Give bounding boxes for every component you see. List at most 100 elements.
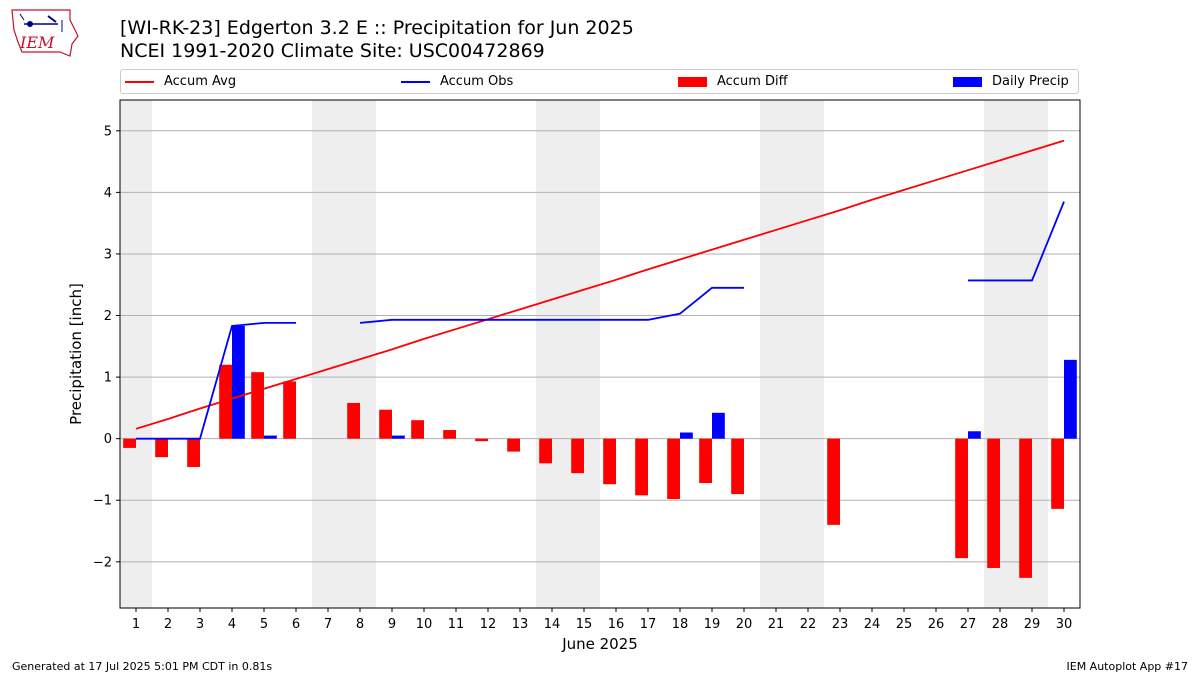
daily-precip-bar-4	[232, 325, 245, 439]
x-tick-label-25: 25	[896, 617, 913, 632]
accum-diff-bar-1	[123, 438, 136, 448]
x-tick-label-2: 2	[164, 617, 172, 632]
x-axis-label: June 2025	[561, 635, 638, 653]
daily-precip-bar-27	[968, 431, 981, 439]
legend-swatch-accum-obs	[401, 80, 430, 83]
legend-swatch-accum-avg	[125, 80, 154, 83]
weekend-shade-1	[312, 100, 376, 608]
y-tick-label-2: 2	[104, 309, 112, 324]
iem-logo: IEM	[11, 9, 79, 57]
x-tick-label-24: 24	[864, 617, 881, 632]
accum-diff-bar-27	[955, 438, 968, 559]
x-tick-label-30: 30	[1056, 617, 1073, 632]
accum-diff-bar-16	[603, 438, 616, 485]
y-axis-label: Precipitation [inch]	[67, 283, 85, 425]
weekend-shade-3	[760, 100, 824, 608]
legend-label-accum-diff: Accum Diff	[717, 74, 788, 89]
x-tick-label-16: 16	[608, 617, 625, 632]
accum-diff-bar-13	[507, 438, 520, 452]
accum-diff-bar-14	[539, 438, 552, 464]
x-tick-label-26: 26	[928, 617, 945, 632]
y-tick-label--1: −1	[93, 494, 112, 509]
x-tick-label-21: 21	[768, 617, 785, 632]
chart-title: [WI-RK-23] Edgerton 3.2 E :: Precipitati…	[120, 17, 634, 39]
x-tick-label-29: 29	[1024, 617, 1041, 632]
legend-item-accum-avg: Accum Avg	[125, 70, 236, 93]
accum-diff-bar-30	[1051, 438, 1064, 509]
x-tick-label-17: 17	[640, 617, 657, 632]
y-tick-label-3: 3	[104, 247, 112, 262]
accum-diff-bar-9	[379, 409, 392, 439]
legend-item-accum-obs: Accum Obs	[401, 70, 513, 93]
x-tick-label-6: 6	[292, 617, 300, 632]
accum-diff-bar-17	[635, 438, 648, 496]
legend-swatch-daily-precip	[953, 76, 982, 87]
x-tick-label-4: 4	[228, 617, 236, 632]
x-tick-label-15: 15	[576, 617, 593, 632]
y-tick-label-4: 4	[104, 186, 112, 201]
accum-diff-bar-20	[731, 438, 744, 495]
legend-swatch-accum-diff	[678, 76, 707, 87]
x-tick-label-18: 18	[672, 617, 689, 632]
generated-timestamp: Generated at 17 Jul 2025 5:01 PM CDT in …	[12, 660, 273, 673]
accum-diff-bar-11	[443, 430, 456, 439]
weekend-shade-0	[120, 100, 152, 608]
legend-label-daily-precip: Daily Precip	[992, 74, 1069, 89]
x-tick-label-10: 10	[416, 617, 433, 632]
accum-diff-bar-19	[699, 438, 712, 484]
x-tick-label-23: 23	[832, 617, 849, 632]
x-tick-label-13: 13	[512, 617, 529, 632]
legend-label-accum-obs: Accum Obs	[440, 74, 514, 89]
daily-precip-bar-9	[392, 435, 405, 439]
accum-diff-bar-10	[411, 420, 424, 439]
accum-avg-line-segment-0	[135, 139, 1065, 430]
accum-obs-line-segment-0	[136, 322, 296, 440]
accum-diff-bar-8	[347, 402, 360, 439]
daily-precip-bar-19	[712, 412, 725, 439]
weather-station-icon	[19, 13, 63, 32]
accum-obs-line-segment-1	[359, 286, 744, 324]
app-label: IEM Autoplot App #17	[1066, 660, 1189, 673]
accum-diff-bar-28	[987, 438, 1000, 568]
y-tick-label-5: 5	[104, 124, 112, 139]
accum-diff-bar-3	[187, 438, 200, 467]
weekend-shade-2	[536, 100, 600, 608]
chart-subtitle: NCEI 1991-2020 Climate Site: USC00472869	[120, 40, 545, 62]
legend-label-accum-avg: Accum Avg	[164, 74, 237, 89]
x-tick-label-11: 11	[448, 617, 465, 632]
x-tick-label-1: 1	[132, 617, 140, 632]
x-tick-label-19: 19	[704, 617, 721, 632]
chart-legend: Accum Avg Accum Obs Accum Diff Daily Pre…	[120, 69, 1079, 94]
x-tick-label-12: 12	[480, 617, 497, 632]
x-tick-label-9: 9	[388, 617, 396, 632]
accum-diff-bar-4	[219, 364, 232, 439]
y-tick-label-1: 1	[104, 371, 112, 386]
y-tick-label-0: 0	[104, 432, 112, 447]
legend-item-daily-precip: Daily Precip	[953, 70, 1069, 93]
x-tick-label-22: 22	[800, 617, 817, 632]
accum-diff-bar-2	[155, 438, 168, 458]
accum-diff-bar-18	[667, 438, 680, 500]
daily-precip-bar-18	[680, 432, 693, 439]
svg-text:IEM: IEM	[19, 33, 55, 52]
accum-diff-bar-15	[571, 438, 584, 474]
x-tick-label-5: 5	[260, 617, 268, 632]
x-tick-label-7: 7	[324, 617, 332, 632]
daily-precip-bar-5	[264, 435, 277, 439]
accum-obs-line-segment-2	[968, 201, 1065, 282]
daily-precip-bar-30	[1064, 359, 1077, 439]
accum-diff-bar-6	[283, 381, 296, 439]
x-tick-label-8: 8	[356, 617, 364, 632]
x-tick-label-27: 27	[960, 617, 977, 632]
accum-diff-bar-12	[475, 438, 488, 442]
accum-diff-bar-5	[251, 372, 264, 439]
y-tick-label--2: −2	[93, 555, 112, 570]
plot-frame	[119, 99, 1081, 609]
x-tick-label-28: 28	[992, 617, 1009, 632]
accum-diff-bar-29	[1019, 438, 1032, 578]
legend-item-accum-diff: Accum Diff	[678, 70, 788, 93]
x-tick-label-14: 14	[544, 617, 561, 632]
x-tick-label-20: 20	[736, 617, 753, 632]
accum-diff-bar-23	[827, 438, 840, 525]
